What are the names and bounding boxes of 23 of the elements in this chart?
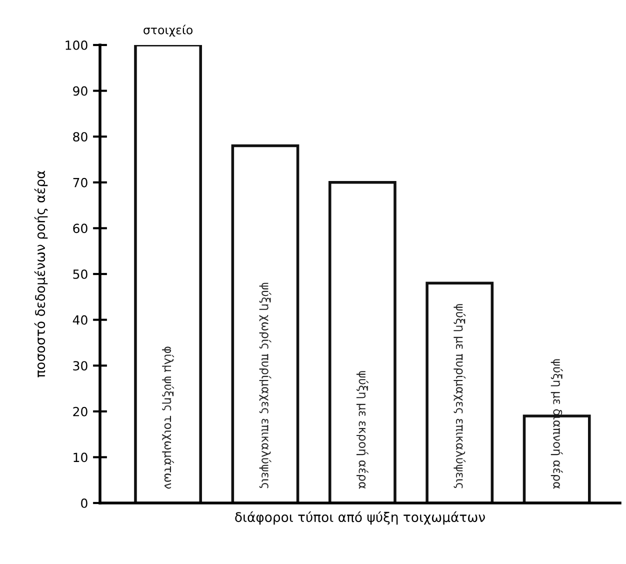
y-tick-label: 90 [73, 86, 88, 96]
y-tick-label: 30 [73, 361, 88, 371]
y-tick-label: 60 [73, 224, 88, 234]
y-tick-label: 0 [81, 498, 88, 508]
y-tick-label: 80 [73, 132, 88, 142]
y-tick-label: 100 [66, 40, 88, 50]
x-tick-label: ψύξη χωρίς πυρίμαχες επικαλύψεις [259, 282, 272, 488]
y-tick-label: 50 [73, 269, 88, 279]
bar [328, 181, 396, 503]
y-tick-label: 20 [73, 406, 88, 416]
x-tick-label: φίλμ ψύξης τοιχωμάτων [162, 346, 174, 489]
y-tick-label: 10 [74, 452, 88, 462]
y-axis-title: ποσοστό δεδομένων ροής αέρα [34, 170, 48, 378]
bar [134, 45, 202, 503]
y-tick-label: 40 [72, 315, 88, 325]
bar [426, 282, 494, 503]
x-tick-label: ψύξη με διαπνοή αέρα [550, 359, 563, 489]
x-tick-label: ψύξη με εκροή αέρα [356, 371, 368, 489]
x-axis-title: διάφοροι τύποι από ψύξη τοιχωμάτων [235, 511, 485, 525]
x-tick-label: ψύξη με πυρίμαχες επικαλύψεις [454, 304, 466, 488]
bar [231, 144, 300, 503]
y-tick-label: 70 [73, 178, 88, 188]
annotation: στοιχείο [144, 24, 193, 37]
